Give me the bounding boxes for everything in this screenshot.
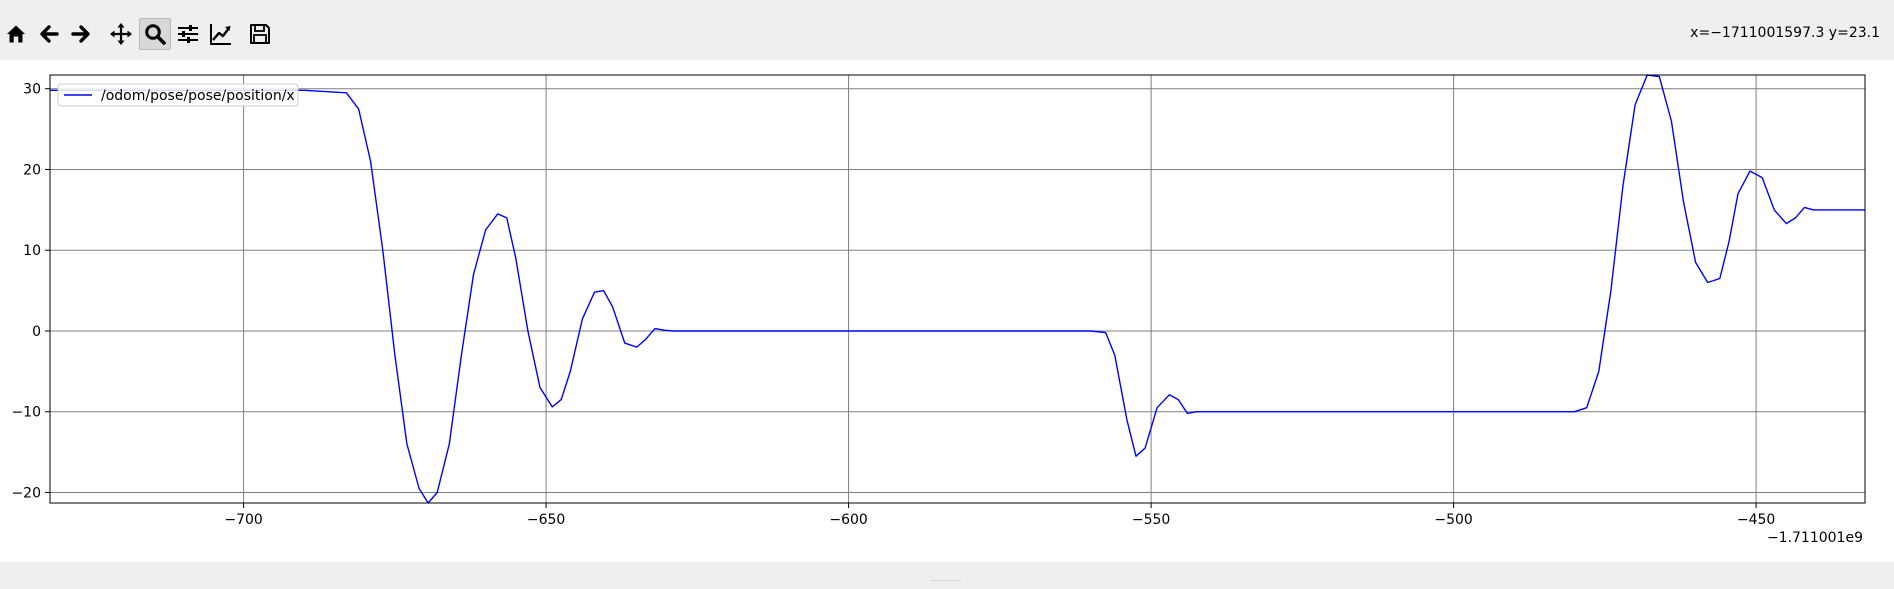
pan-button[interactable]	[105, 18, 137, 50]
home-icon	[7, 25, 25, 43]
home-button[interactable]	[0, 18, 32, 50]
arrow-left-icon	[40, 25, 59, 43]
edit-axis-button[interactable]	[205, 18, 237, 50]
toolbar: x=−1711001597.3 y=23.1	[0, 0, 1894, 60]
y-tick-label: 0	[32, 324, 41, 340]
arrow-right-icon	[71, 25, 90, 43]
line-plot[interactable]: −700 −650 −600 −550 −500 −450 −20 −10 0 10 20 30 −1.…	[0, 60, 1894, 562]
resize-grip[interactable]	[932, 580, 962, 584]
series-line	[50, 74, 1865, 504]
legend-label: /odom/pose/pose/position/x	[101, 88, 295, 104]
move-icon	[110, 23, 132, 45]
axes-frame	[49, 74, 1866, 504]
sliders-icon	[178, 25, 198, 43]
x-tick-label: −450	[1737, 512, 1775, 528]
line-chart-icon	[210, 24, 231, 45]
floppy-disk-icon	[250, 24, 270, 44]
save-button[interactable]	[244, 18, 276, 50]
zoom-button[interactable]	[139, 18, 171, 50]
y-tick-label: 20	[23, 162, 41, 178]
y-tick-label: 10	[23, 243, 41, 259]
y-tick-label: 30	[23, 82, 41, 98]
y-tick-label: −20	[11, 486, 41, 502]
x-tick-label: −600	[829, 512, 867, 528]
x-tick-label: −500	[1434, 512, 1472, 528]
cursor-coordinates: x=−1711001597.3 y=23.1	[1690, 25, 1880, 41]
x-tick-label: −550	[1132, 512, 1170, 528]
back-button[interactable]	[33, 18, 65, 50]
y-tick-label: −10	[11, 405, 41, 421]
forward-button[interactable]	[65, 18, 97, 50]
magnifier-icon	[145, 24, 166, 45]
plot-canvas[interactable]: −700 −650 −600 −550 −500 −450 −20 −10 0 10 20 30 −1.…	[0, 60, 1894, 562]
x-tick-label: −650	[527, 512, 565, 528]
configure-subplots-button[interactable]	[172, 18, 204, 50]
x-offset-label: −1.711001e9	[1767, 530, 1863, 546]
x-tick-label: −700	[224, 512, 262, 528]
legend-box	[57, 83, 299, 107]
